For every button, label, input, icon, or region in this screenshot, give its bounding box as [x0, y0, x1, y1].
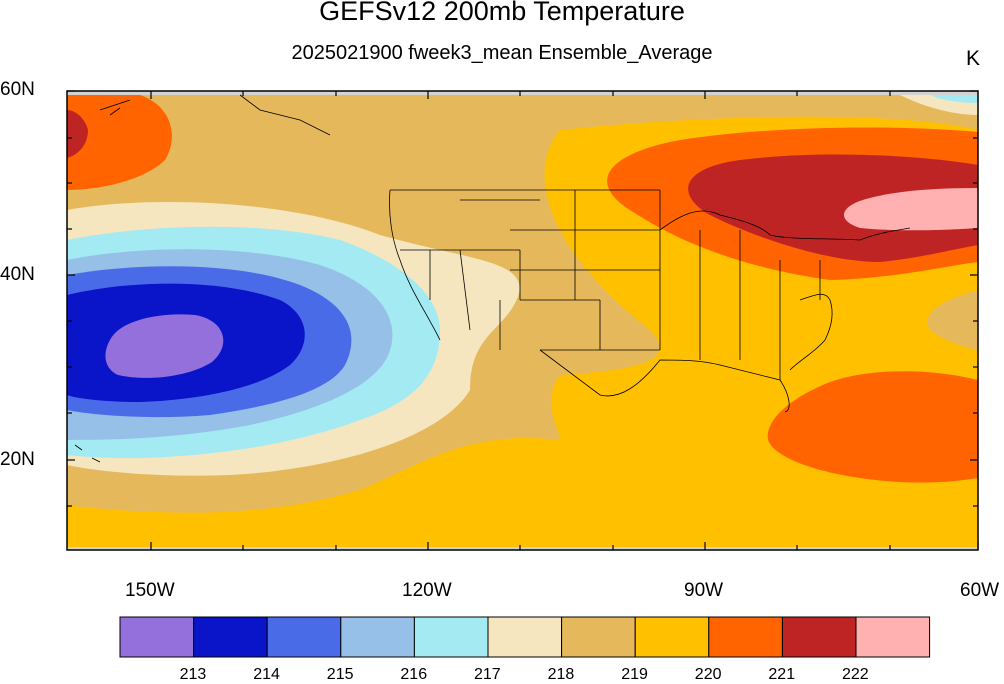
lon-label-150w: 150W	[125, 580, 175, 601]
colorbar-tick-label: 219	[621, 666, 648, 683]
contour-221-northwest	[67, 95, 172, 190]
colorbar-tick-label: 214	[253, 666, 280, 683]
colorbar-swatch	[634, 616, 710, 658]
contour-above-222	[843, 188, 978, 231]
lat-label-60n: 60N	[0, 79, 35, 100]
colorbar-tick-label: 218	[547, 666, 575, 683]
colorbar-swatch	[781, 616, 857, 658]
colorbar-tick-label: 215	[326, 666, 354, 683]
colorbar-tick-label: 216	[400, 666, 428, 683]
colorbar-swatch	[340, 616, 415, 658]
lat-label-20n: 20N	[0, 449, 35, 470]
colorbar-tick-label: 222	[842, 666, 869, 683]
lon-label-90w: 90W	[684, 580, 724, 601]
colorbar	[119, 616, 931, 658]
map-title: GEFSv12 200mb Temperature	[319, 0, 685, 26]
contour-213	[105, 314, 224, 378]
colorbar-swatch	[413, 616, 489, 658]
units-label: K	[966, 47, 981, 70]
contour-221-southeast	[767, 371, 978, 483]
map-subtitle: 2025021900 fweek3_mean Ensemble_Average	[291, 42, 713, 64]
contour-222-northeast	[688, 154, 978, 262]
colorbar-swatch	[193, 616, 268, 658]
lon-label-120w: 120W	[402, 580, 452, 601]
colorbar-swatch	[266, 616, 342, 658]
colorbar-swatch	[561, 616, 636, 658]
temperature-field	[67, 91, 978, 550]
colorbar-swatch	[708, 616, 783, 658]
colorbar-tick-label: 220	[694, 666, 722, 683]
coastlines	[74, 94, 911, 463]
colorbar-swatch	[487, 616, 563, 658]
colorbar-tick-label: 213	[179, 666, 207, 683]
colorbar-tick-label: 221	[768, 666, 796, 683]
axis-ticks	[67, 90, 979, 550]
lat-label-40n: 40N	[0, 264, 35, 285]
lon-label-60w: 60W	[960, 580, 1000, 601]
colorbar-swatch	[855, 616, 931, 658]
colorbar-swatch	[119, 616, 195, 658]
colorbar-tick-label: 217	[474, 666, 501, 683]
